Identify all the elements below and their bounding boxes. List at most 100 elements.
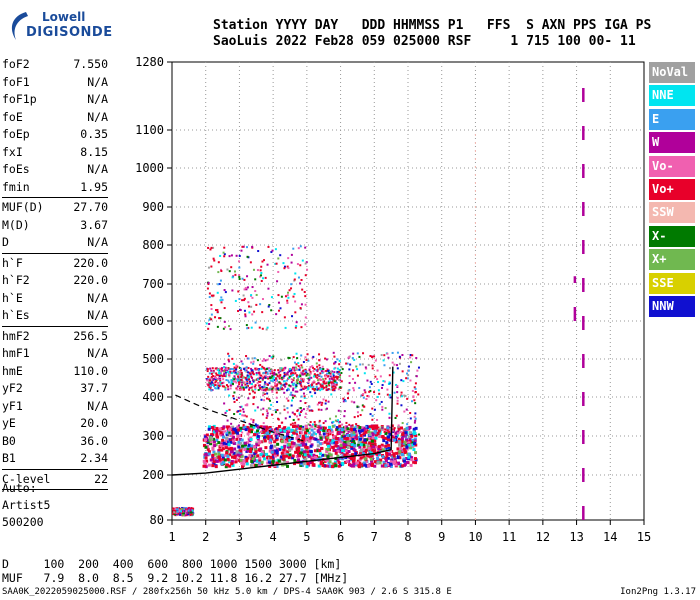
echo-point xyxy=(249,380,252,383)
echo-point xyxy=(207,266,210,269)
echo-point xyxy=(266,412,269,415)
echo-point xyxy=(231,435,235,439)
echo-point xyxy=(336,358,339,361)
echo-point xyxy=(235,381,238,384)
echo-point xyxy=(338,368,341,371)
echo-point xyxy=(224,430,227,433)
echo-point xyxy=(283,267,286,270)
echo-point xyxy=(212,257,215,260)
echo-point xyxy=(276,280,279,283)
echo-point xyxy=(364,460,368,464)
echo-point xyxy=(387,435,391,439)
echo-point xyxy=(242,459,246,463)
echo-point xyxy=(290,371,293,374)
echo-point xyxy=(299,400,302,403)
echo-point xyxy=(233,413,236,416)
echo-point xyxy=(359,434,363,438)
echo-point xyxy=(257,389,260,392)
echo-point xyxy=(370,454,374,458)
echo-point xyxy=(332,379,335,382)
echo-point xyxy=(272,378,275,381)
echo-point xyxy=(285,435,289,439)
echo-point xyxy=(418,433,421,436)
echo-point xyxy=(331,440,335,444)
echo-point xyxy=(235,387,238,390)
echo-point xyxy=(218,448,222,452)
echo-point xyxy=(224,465,228,469)
echo-point xyxy=(248,454,252,458)
echo-point xyxy=(210,369,213,372)
echo-point xyxy=(413,439,417,443)
echo-point xyxy=(384,456,388,460)
echo-point xyxy=(328,381,331,384)
echo-point xyxy=(270,403,273,406)
legend-item-x-: X- xyxy=(649,225,695,247)
echo-point xyxy=(378,431,382,435)
echo-point xyxy=(283,426,287,430)
auto-label: Auto: xyxy=(2,481,37,495)
echo-point xyxy=(413,399,416,402)
echo-point xyxy=(290,372,293,375)
echo-point xyxy=(407,435,411,439)
echo-point xyxy=(262,366,265,369)
echo-point xyxy=(252,425,256,429)
echo-point xyxy=(256,425,260,429)
echo-point xyxy=(357,440,361,444)
echo-point xyxy=(291,422,294,425)
echo-point xyxy=(374,426,378,430)
echo-point xyxy=(215,426,219,430)
legend-item-sse: SSE xyxy=(649,272,695,294)
echo-point xyxy=(368,427,371,430)
echo-point xyxy=(330,441,334,445)
echo-point xyxy=(385,441,389,445)
echo-point xyxy=(229,417,232,420)
echo-point xyxy=(252,421,255,424)
echo-point xyxy=(285,454,289,458)
echo-point xyxy=(217,377,220,380)
echo-point xyxy=(292,431,296,435)
echo-point xyxy=(283,371,286,374)
echo-point xyxy=(384,407,387,410)
echo-point xyxy=(359,443,363,447)
echo-point xyxy=(216,311,219,314)
echo-point xyxy=(349,429,353,433)
echo-point xyxy=(178,512,181,515)
echo-point xyxy=(227,358,230,361)
echo-point xyxy=(336,375,339,378)
echo-point xyxy=(283,374,286,377)
echo-point xyxy=(244,313,247,316)
echo-point xyxy=(207,450,211,454)
echo-point xyxy=(307,423,310,426)
echo-point xyxy=(376,418,379,421)
echo-point xyxy=(302,425,305,428)
echo-point xyxy=(214,367,217,370)
echo-point xyxy=(254,321,257,324)
echo-point xyxy=(287,428,291,432)
echo-point xyxy=(236,380,239,383)
echo-point xyxy=(381,408,384,411)
param-name: foF1 xyxy=(2,74,30,89)
echo-point xyxy=(215,455,219,459)
echo-point xyxy=(386,388,389,391)
echo-point xyxy=(265,409,268,412)
param-row-h-e: h`E N/A xyxy=(2,290,108,308)
echo-point xyxy=(254,431,258,435)
echo-point xyxy=(243,369,246,372)
echo-point xyxy=(271,372,274,375)
echo-point xyxy=(241,299,244,302)
echo-point xyxy=(222,425,226,429)
echo-point xyxy=(244,404,247,407)
echo-point xyxy=(357,464,361,468)
echo-point xyxy=(210,318,213,321)
echo-point xyxy=(230,462,234,466)
echo-point xyxy=(214,387,217,390)
echo-point xyxy=(381,405,384,408)
echo-point xyxy=(212,385,215,388)
echo-point xyxy=(295,368,298,371)
echo-point xyxy=(341,368,344,371)
echo-point xyxy=(343,440,347,444)
echo-point xyxy=(231,380,234,383)
param-row-m-d-: M(D) 3.67 xyxy=(2,217,108,235)
echo-point xyxy=(287,442,291,446)
echo-point xyxy=(262,391,265,394)
